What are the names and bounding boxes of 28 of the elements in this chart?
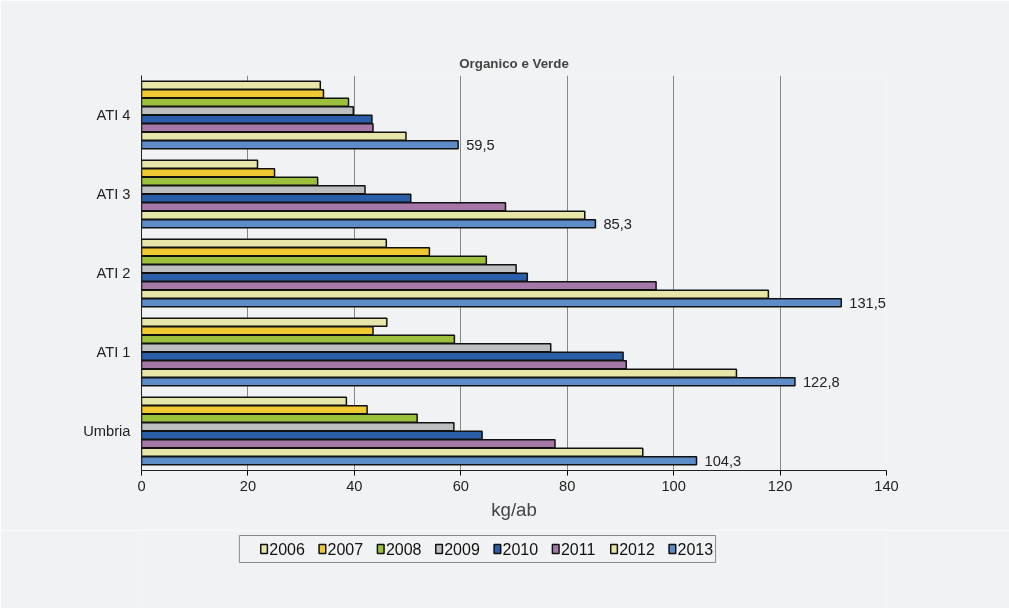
data-label: 85,3 (603, 215, 632, 232)
x-axis-title: kg/ab (491, 498, 537, 520)
data-label: 104,3 (704, 452, 742, 469)
legend-label: 2009 (444, 541, 480, 558)
data-label: 131,5 (849, 294, 886, 311)
y-tick-label: ATI 2 (96, 265, 131, 281)
legend-label: 2012 (619, 541, 655, 558)
y-tick-label: ATI 3 (96, 186, 131, 202)
x-tick-label: 20 (239, 477, 257, 494)
legend-label: 2006 (269, 541, 305, 558)
y-tick-label: Umbria (83, 423, 132, 439)
data-label: 122,8 (802, 373, 840, 390)
legend-label: 2007 (327, 541, 364, 558)
legend-label: 2010 (502, 541, 539, 558)
x-tick-label: 80 (559, 477, 576, 494)
chart-title: Organico e Verde (459, 55, 569, 71)
x-tick-label: 0 (137, 477, 146, 494)
y-tick-label: ATI 1 (96, 344, 131, 360)
legend-label: 2013 (677, 541, 714, 558)
legend-label: 2008 (385, 541, 422, 558)
x-tick-label: 120 (767, 477, 793, 494)
x-tick-label: 60 (452, 477, 469, 494)
legend-label: 2011 (560, 541, 596, 558)
y-tick-label: ATI 4 (96, 107, 131, 123)
data-label: 59,5 (466, 136, 495, 153)
x-tick-label: 100 (661, 477, 686, 494)
x-tick-label: 140 (874, 477, 899, 494)
x-tick-label: 40 (346, 477, 363, 494)
